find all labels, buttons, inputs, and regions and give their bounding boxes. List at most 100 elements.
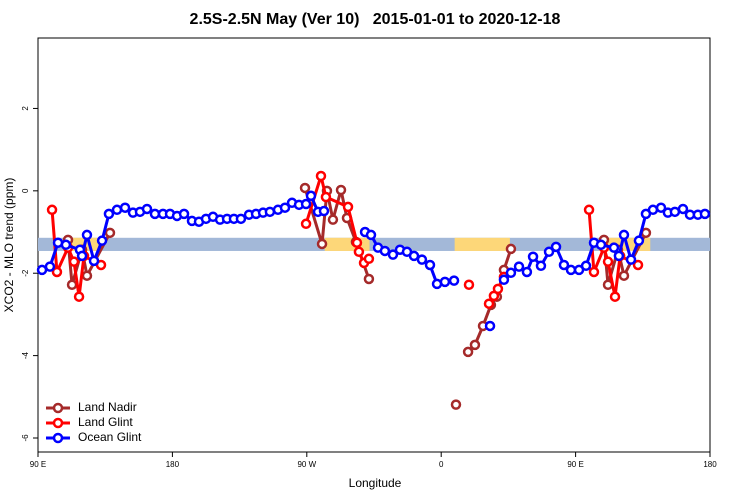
data-point [141,203,153,215]
data-point [588,266,600,278]
data-point [484,320,496,332]
legend-marker [52,417,64,429]
data-point [235,213,247,225]
legend-label: Land Glint [78,415,133,429]
legend-marker [52,432,64,444]
data-point [318,205,330,217]
data-point [320,191,332,203]
data-point [543,246,555,258]
data-point [76,250,88,262]
data-point [335,184,347,196]
data-point [463,279,475,291]
data-point [583,204,595,216]
data-point [387,249,399,260]
data-point [424,259,436,271]
data-point [342,201,354,213]
data-point [632,259,644,271]
data-point [363,273,375,285]
data-point [46,204,58,216]
data-point [353,246,365,258]
y-tick-label: 2 [21,106,30,111]
data-point [44,261,56,272]
data-point [408,250,420,262]
data-point [469,339,481,351]
data-point [677,203,689,215]
data-point [299,182,311,194]
data-point [483,298,495,309]
data-point [608,242,620,253]
data-point [565,264,577,276]
data-point [279,202,291,213]
data-point [613,250,625,262]
y-tick-label: 0 [21,188,30,193]
x-tick-label: 90 E [30,460,46,469]
x-axis-label: Longitude [349,476,402,490]
data-point [558,259,570,271]
data-point [618,229,630,241]
x-tick-label: 0 [439,460,444,469]
data-point [550,241,562,253]
data-point [68,256,80,267]
data-point [625,254,637,265]
data-point [527,251,539,262]
data-point [655,202,667,213]
legend-label: Ocean Glint [78,430,142,444]
data-point [618,270,630,281]
data-point [609,291,621,302]
y-tick-label: -4 [21,352,30,360]
data-point [363,253,375,265]
data-point [602,256,614,267]
data-point [88,255,100,267]
x-tick-label: 180 [166,460,180,469]
y-tick-label: -2 [21,269,30,277]
data-point [595,239,607,251]
data-point [699,208,711,220]
data-point [521,266,533,278]
data-point [513,261,525,272]
x-tick-label: 180 [703,460,717,469]
data-point [111,204,123,216]
data-point [505,267,517,279]
data-point [300,198,312,210]
data-point [669,206,681,218]
data-point [103,208,115,220]
data-point [81,229,93,241]
data-point [416,254,428,265]
data-point [379,245,391,257]
data-point [96,235,108,246]
data-point [448,275,460,286]
data-point [365,229,377,241]
data-point [439,276,451,288]
data-point [305,190,317,202]
chart-title: 2.5S-2.5N May (Ver 10) 2015-01-01 to 202… [190,11,561,28]
data-point [178,208,190,220]
data-point [60,239,72,251]
y-axis-label: XCO2 - MLO trend (ppm) [2,178,16,313]
data-point [149,208,161,220]
data-point [73,291,85,302]
data-point [505,243,517,255]
data-point [633,235,645,246]
data-point [316,238,328,250]
data-point [327,214,339,225]
data-point [315,170,327,182]
data-point [535,260,547,272]
data-point [119,202,131,213]
data-point [647,204,659,216]
data-point [66,279,78,291]
data-point [300,218,312,230]
data-point [104,227,116,239]
data-point [450,399,462,410]
data-point [81,270,93,281]
x-tick-label: 90 E [567,460,583,469]
data-point [462,346,474,358]
data-point [264,206,276,218]
data-point [580,260,592,272]
data-point [51,266,63,278]
x-tick-label: 90 W [297,460,316,469]
data-point [351,237,363,248]
data-point [498,274,510,286]
data-point [492,283,504,295]
